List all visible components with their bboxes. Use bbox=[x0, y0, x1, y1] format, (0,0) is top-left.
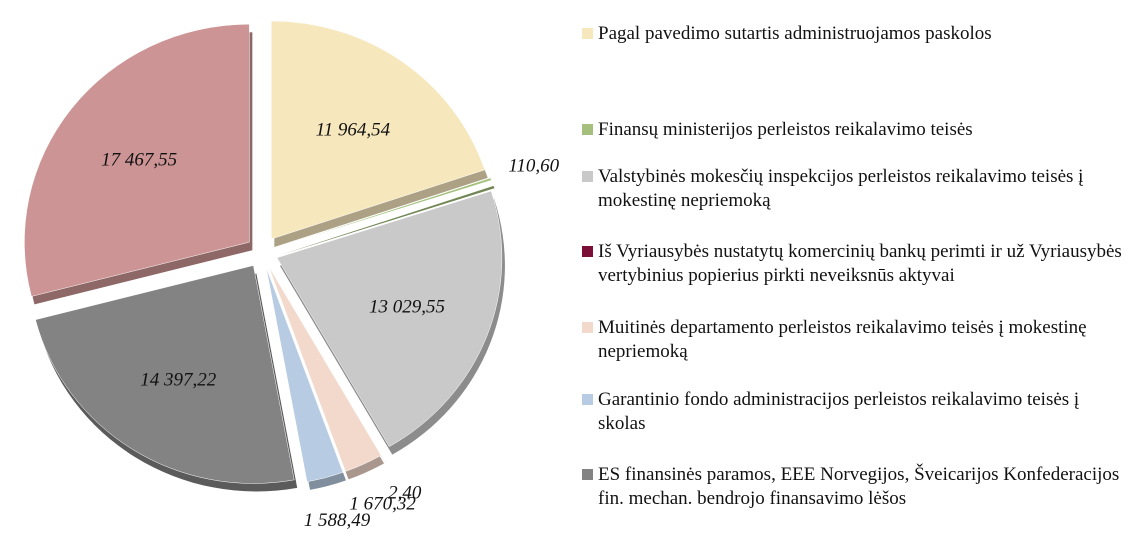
legend-swatch bbox=[582, 246, 593, 257]
value-label: 110,60 bbox=[508, 155, 559, 176]
legend-item: Muitinės departamento perleistos reikala… bbox=[582, 316, 1122, 364]
legend-item: Garantinio fondo administracijos perleis… bbox=[582, 388, 1122, 436]
legend-item: Valstybinės mokesčių inspekcijos perleis… bbox=[582, 165, 1122, 213]
legend-swatch bbox=[582, 322, 593, 333]
legend-swatch bbox=[582, 394, 593, 405]
value-label: 17 467,55 bbox=[101, 149, 177, 170]
legend-swatch bbox=[582, 28, 593, 39]
value-label: 11 964,54 bbox=[316, 119, 391, 140]
slice bbox=[271, 20, 486, 240]
chart: 11 964,54 110,60 13 029,55 2,401 670,321 58… bbox=[24, 20, 560, 531]
slice bbox=[35, 265, 295, 484]
slice bbox=[269, 265, 383, 456]
legend-swatch bbox=[582, 469, 593, 480]
legend-label: Iš Vyriausybės nustatytų komercinių bank… bbox=[598, 241, 1122, 286]
legend-label: Muitinės departamento perleistos reikala… bbox=[598, 317, 1087, 362]
slice bbox=[24, 23, 250, 297]
value-label: 13 029,55 bbox=[369, 296, 445, 317]
legend-label: Finansų ministerijos perleistos reikalav… bbox=[598, 119, 973, 140]
legend-item: Finansų ministerijos perleistos reikalav… bbox=[582, 118, 1122, 142]
legend-label: Valstybinės mokesčių inspekcijos perleis… bbox=[598, 166, 1084, 211]
slice bbox=[265, 267, 344, 483]
legend-swatch bbox=[582, 171, 593, 182]
value-label: 1 588,49 bbox=[304, 510, 371, 531]
slice-side bbox=[280, 185, 495, 256]
value-label: 14 397,22 bbox=[140, 369, 217, 390]
value-label: 1 670,32 bbox=[349, 494, 416, 515]
legend-label: Garantinio fondo administracijos perleis… bbox=[598, 389, 1080, 434]
slice bbox=[276, 190, 503, 447]
legend-item: ES finansinės paramos, EEE Norvegijos, Š… bbox=[582, 463, 1122, 511]
legend-label: Pagal pavedimo sutartis administruojamos… bbox=[598, 23, 992, 44]
legend-item: Pagal pavedimo sutartis administruojamos… bbox=[582, 22, 1122, 46]
value-label: 2,40 bbox=[388, 483, 422, 504]
slice bbox=[277, 177, 492, 248]
slice bbox=[268, 266, 382, 472]
legend-label: ES finansinės paramos, EEE Norvegijos, Š… bbox=[598, 464, 1120, 509]
legend-item: Iš Vyriausybės nustatytų komercinių bank… bbox=[582, 240, 1122, 288]
legend-swatch bbox=[582, 124, 593, 135]
